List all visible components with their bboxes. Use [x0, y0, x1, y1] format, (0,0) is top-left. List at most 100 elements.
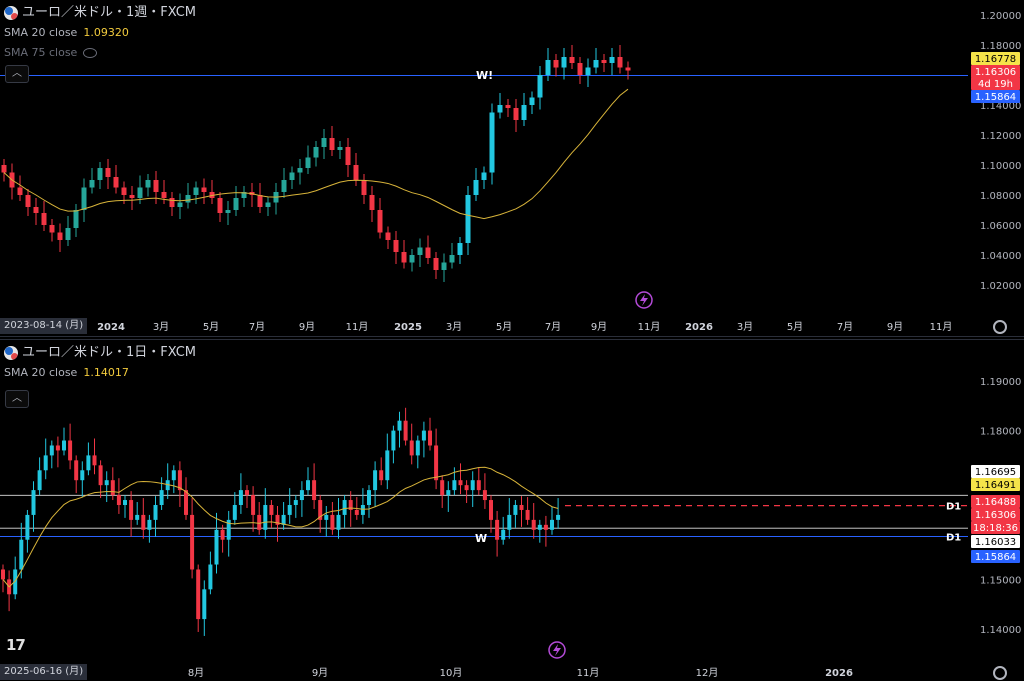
candle-body — [241, 192, 247, 198]
candle-body — [379, 470, 384, 481]
sma-label[interactable]: SMA 20 close — [4, 366, 78, 379]
candle-body — [169, 198, 175, 207]
candle-body — [185, 195, 191, 203]
candle-body — [19, 539, 24, 570]
weekly-chart-canvas[interactable]: 1.20000 1.18000 1.14000 1.12000 1.10000 1.080… — [0, 0, 1024, 336]
collapse-legend-button[interactable]: ︿ — [5, 390, 29, 408]
candle-body — [473, 180, 479, 195]
axis-settings-icon[interactable] — [993, 666, 1007, 680]
candle-body — [49, 445, 54, 456]
candle-body — [481, 172, 487, 180]
candle-body — [68, 440, 73, 461]
sma-value: 1.14017 — [83, 366, 129, 379]
candle-body — [476, 480, 481, 491]
candle-body — [80, 470, 85, 481]
candle-body — [110, 480, 115, 496]
candle-body — [105, 168, 111, 177]
sma-value: 1.09320 — [83, 26, 129, 39]
candle-body — [251, 495, 256, 515]
weekly-chart-pane[interactable]: 1.20000 1.18000 1.14000 1.12000 1.10000 1.080… — [0, 0, 1024, 337]
daily-chart-canvas[interactable]: 1.19000 1.18000 1.15000 1.14000 8月 9月 10月 11月 12… — [0, 340, 1024, 681]
sma2-label[interactable]: SMA 75 close — [4, 46, 78, 59]
candle-body — [41, 213, 47, 225]
x-tick-label: 7月 — [545, 321, 561, 333]
candle-body — [342, 500, 347, 515]
candle-body — [425, 247, 431, 258]
candle-body — [49, 225, 55, 233]
candle-body — [507, 514, 512, 530]
candle-body — [62, 440, 66, 451]
candle-body — [74, 460, 79, 481]
candle-body — [367, 490, 371, 505]
candle-body — [196, 569, 201, 620]
x-tick-label: 9月 — [312, 667, 328, 679]
price-label-bg — [971, 521, 1020, 534]
candle-body — [297, 168, 303, 173]
hidden-eye-icon[interactable] — [83, 48, 98, 58]
candle-body — [171, 470, 176, 481]
candle-body — [446, 490, 451, 496]
candle-body — [73, 210, 79, 228]
sma-label[interactable]: SMA 20 close — [4, 26, 78, 39]
candle-body — [440, 480, 445, 496]
candle-body — [360, 505, 365, 515]
candle-body — [449, 255, 455, 263]
candle-body — [401, 252, 407, 263]
candle-body — [289, 172, 295, 180]
x-tick-label: 11月 — [577, 667, 600, 679]
tradingview-logo[interactable]: 17 — [6, 636, 26, 654]
candle-body — [550, 519, 554, 530]
candle-body — [281, 514, 286, 525]
candle-body — [403, 420, 408, 441]
weekly-chart-title[interactable]: ユーロ／米ドル・1週・FXCM — [22, 5, 197, 20]
daily-chart-title[interactable]: ユーロ／米ドル・1日・FXCM — [22, 345, 197, 360]
candle-body — [161, 192, 167, 198]
x-tick-label: 11月 — [346, 321, 369, 333]
price-label-bg — [971, 478, 1020, 491]
d1-label: D1 — [946, 533, 961, 544]
price-label-bg — [971, 90, 1020, 103]
collapse-legend-button[interactable]: ︿ — [5, 65, 29, 83]
candle-body — [193, 187, 199, 195]
y-tick-label: 1.02000 — [980, 281, 1021, 292]
candle-body — [385, 450, 390, 481]
candle-body — [353, 165, 359, 180]
x-tick-label: 11月 — [638, 321, 661, 333]
candle-body — [441, 262, 447, 270]
candle-body — [269, 505, 274, 515]
candle-body — [321, 138, 327, 147]
candle-body — [232, 505, 237, 520]
x-tick-label: 7月 — [249, 321, 265, 333]
candle-body — [81, 187, 87, 210]
candle-body — [458, 480, 463, 486]
price-label-bg — [971, 535, 1020, 548]
candle-body — [265, 202, 271, 207]
price-label: 1.16033 — [975, 537, 1016, 548]
candle-body — [98, 465, 103, 486]
candle-body — [543, 524, 548, 530]
candle-body — [497, 105, 503, 113]
candle-body — [257, 195, 263, 207]
candle-body — [433, 258, 439, 270]
candle-body — [57, 232, 63, 240]
candle-body — [92, 455, 97, 466]
candle-body — [305, 157, 311, 168]
candle-body — [585, 67, 591, 75]
x-tick-label: 11月 — [930, 321, 953, 333]
x-tick-label: 8月 — [188, 667, 204, 679]
candle-body — [513, 505, 518, 515]
candle-body — [452, 480, 457, 491]
price-label: 1.15864 — [975, 552, 1016, 563]
candle-body — [464, 485, 469, 491]
candle-body — [324, 514, 329, 520]
candle-body — [345, 147, 351, 165]
candle-body — [318, 500, 323, 520]
daily-legend: ユーロ／米ドル・1日・FXCM SMA 20 close 1.14017 — [4, 343, 196, 383]
candle-body — [145, 180, 151, 188]
daily-chart-pane[interactable]: 1.19000 1.18000 1.15000 1.14000 8月 9月 10月 11月 12… — [0, 339, 1024, 681]
candle-body — [226, 519, 231, 540]
y-tick-label: 1.06000 — [980, 221, 1021, 232]
daily-signal-marker: W — [475, 532, 487, 545]
axis-settings-icon[interactable] — [993, 320, 1007, 334]
price-label-bg — [971, 65, 1020, 78]
